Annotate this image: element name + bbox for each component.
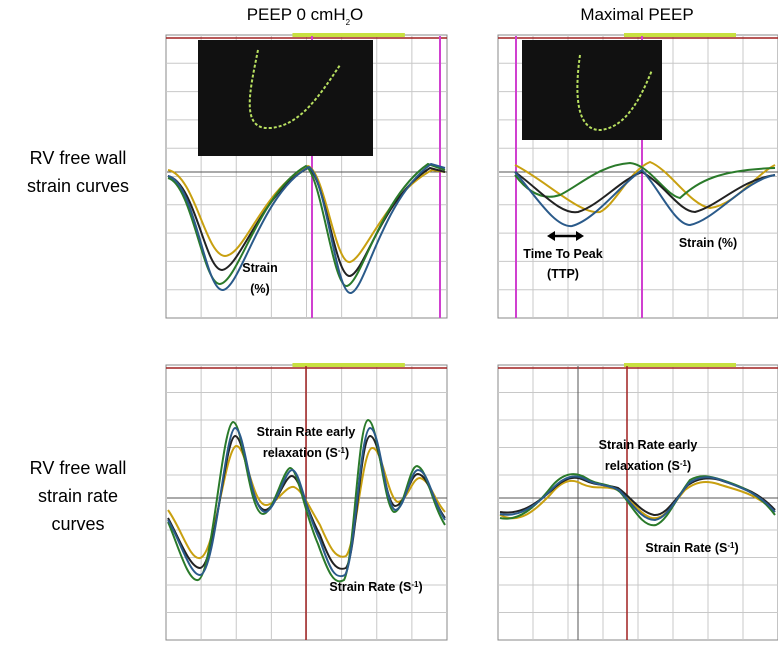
annotation: relaxation (S-1) [263, 446, 349, 461]
annotation: Strain Rate (S-1) [645, 541, 738, 556]
panel [497, 363, 778, 641]
curve [167, 418, 446, 583]
curve [499, 479, 776, 520]
curve [499, 475, 776, 522]
color-bar [292, 33, 405, 37]
row-label: strain rate [38, 486, 118, 506]
annotation: Strain [242, 261, 277, 275]
ultrasound-image [198, 40, 373, 156]
annotation: (TTP) [547, 267, 579, 281]
annotation: Strain Rate early [257, 425, 356, 439]
annotation: Time To Peak [523, 247, 602, 261]
curve [167, 164, 446, 263]
ttp-arrowheads [547, 231, 584, 241]
annotation: relaxation (S-1) [605, 459, 691, 474]
row-label: RV free wall [30, 458, 127, 478]
row-label: curves [51, 514, 104, 534]
column-header: PEEP 0 cmH2O [247, 5, 364, 27]
annotation: (%) [250, 282, 269, 296]
row-label: strain curves [27, 176, 129, 196]
color-bar [624, 33, 736, 37]
curve [514, 161, 776, 200]
curve [514, 168, 776, 228]
color-bar [624, 363, 736, 367]
annotation: Strain Rate early [599, 438, 698, 452]
ultrasound-image [522, 40, 662, 140]
color-bar [292, 363, 405, 367]
column-header: Maximal PEEP [580, 5, 693, 24]
tracking-contour [248, 49, 341, 130]
strain-curves [499, 36, 778, 318]
annotation: Strain Rate (S-1) [329, 580, 422, 595]
curve [167, 162, 446, 294]
curve [514, 170, 776, 214]
curve [167, 426, 446, 578]
strain-curves [167, 36, 447, 318]
row-label: RV free wall [30, 148, 127, 168]
tracking-contour [576, 54, 653, 132]
strain-rate-curves [167, 366, 447, 640]
annotation: Strain (%) [679, 236, 737, 250]
strain-rate-curves [499, 366, 778, 640]
